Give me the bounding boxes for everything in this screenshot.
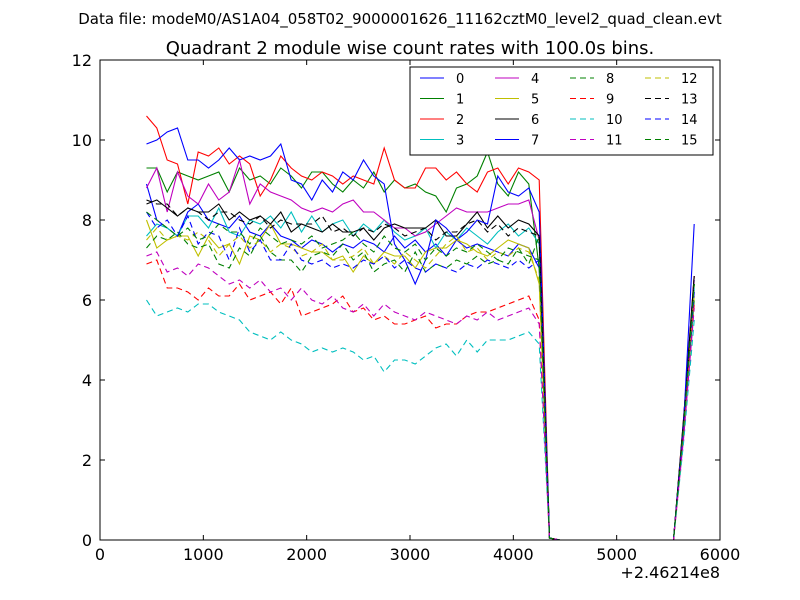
legend-label-15: 15 [681, 134, 698, 149]
series-line-15 [146, 211, 695, 540]
y-tick-label: 10 [72, 131, 92, 150]
legend-label-12: 12 [681, 72, 698, 87]
series-layer [145, 115, 695, 540]
chart-title: Quadrant 2 module wise count rates with … [166, 38, 655, 59]
y-tick-label: 0 [82, 531, 92, 550]
series-line-9 [146, 259, 695, 540]
legend-label-13: 13 [681, 93, 698, 108]
legend-label-7: 7 [531, 134, 539, 149]
legend-label-5: 5 [531, 93, 539, 108]
legend-label-4: 4 [531, 72, 539, 87]
y-tick-label: 6 [82, 291, 92, 310]
legend-label-10: 10 [606, 113, 623, 128]
series-line-14 [146, 211, 695, 540]
series-line-4 [146, 157, 695, 540]
legend-label-3: 3 [456, 134, 464, 149]
x-tick-label: 3000 [390, 545, 431, 564]
x-tick-label: 6000 [700, 545, 741, 564]
legend-box [409, 66, 714, 156]
legend-label-14: 14 [681, 113, 698, 128]
x-tick-label: 2000 [286, 545, 327, 564]
series-line-0 [145, 183, 695, 540]
series-line-12 [146, 227, 695, 540]
legend-label-8: 8 [606, 72, 614, 87]
legend-label-11: 11 [606, 134, 623, 149]
y-tick-label: 2 [82, 451, 92, 470]
series-line-2 [146, 115, 695, 540]
series-line-3 [146, 206, 695, 540]
x-tick-label: 5000 [596, 545, 637, 564]
series-line-7 [146, 127, 695, 540]
x-offset-label: +2.46214e8 [620, 563, 720, 582]
legend-label-0: 0 [456, 72, 464, 87]
legend-label-9: 9 [606, 93, 614, 108]
legend-label-6: 6 [531, 113, 539, 128]
series-line-8 [146, 231, 695, 540]
series-line-6 [146, 199, 695, 540]
y-tick-label: 4 [82, 371, 92, 390]
legend-label-1: 1 [456, 93, 464, 108]
series-line-10 [146, 299, 695, 540]
x-tick-label: 4000 [493, 545, 534, 564]
x-tick-label: 0 [95, 545, 105, 564]
legend-label-2: 2 [456, 113, 464, 128]
series-line-1 [146, 150, 695, 540]
series-line-13 [146, 199, 695, 540]
figure-suptitle: Data file: modeM0/AS1A04_058T02_90000016… [78, 10, 722, 29]
y-tick-label: 8 [82, 211, 92, 230]
x-tick-label: 1000 [183, 545, 224, 564]
series-line-5 [145, 219, 695, 540]
y-tick-label: 12 [72, 51, 92, 70]
series-line-11 [146, 251, 695, 540]
